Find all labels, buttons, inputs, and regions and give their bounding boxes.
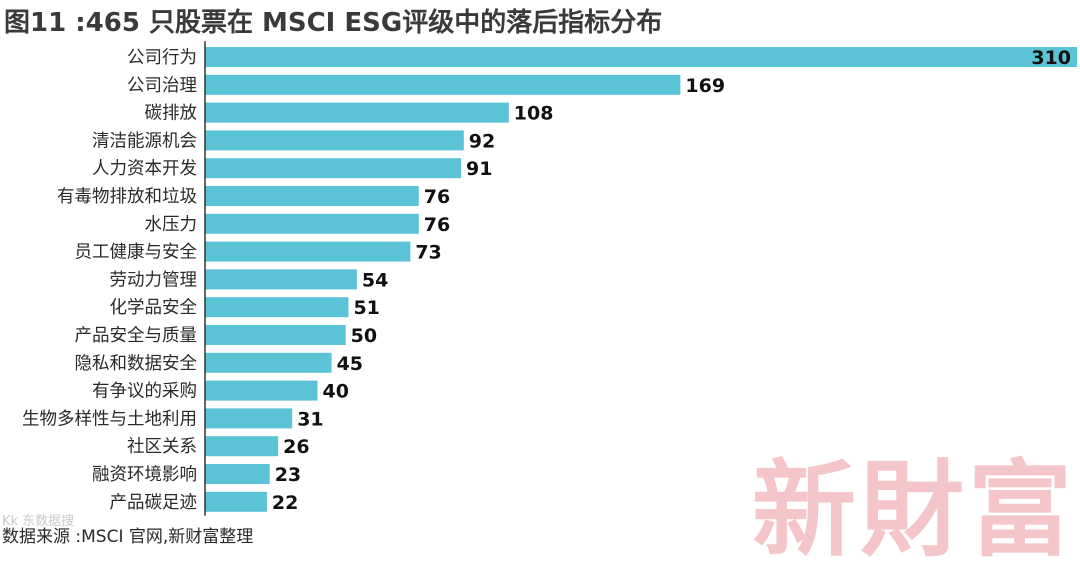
value-label: 92 — [469, 130, 495, 152]
bar — [205, 491, 267, 512]
value-label: 54 — [362, 269, 388, 291]
value-label: 23 — [275, 464, 301, 486]
category-label: 员工健康与安全 — [75, 243, 198, 263]
category-label: 清洁能源机会 — [92, 131, 197, 151]
bar — [205, 464, 270, 484]
bar — [205, 130, 464, 151]
category-label: 人力资本开发 — [92, 159, 197, 179]
bar — [205, 241, 411, 262]
corner-watermark: Kk 东数据搜 — [2, 514, 75, 529]
value-label: 40 — [323, 381, 349, 403]
value-label: 91 — [466, 158, 492, 180]
bar — [205, 380, 318, 401]
bar — [205, 325, 346, 345]
category-label: 水压力 — [145, 215, 198, 235]
category-label: 公司治理 — [127, 76, 197, 96]
value-label: 169 — [685, 75, 725, 97]
category-label: 有争议的采购 — [92, 382, 197, 402]
category-label: 产品碳足迹 — [110, 493, 198, 513]
value-label: 76 — [424, 186, 450, 208]
value-label: 26 — [283, 436, 309, 458]
category-label: 生物多样性与土地利用 — [22, 409, 197, 429]
bars-group: 公司行为 310 公司治理 169 碳排放 108 清洁能源机会 92 人力资本开发 91 有毒物排… — [22, 47, 1077, 514]
bar — [205, 186, 419, 206]
bar — [205, 352, 332, 373]
category-label: 社区关系 — [127, 437, 197, 457]
value-label: 76 — [424, 214, 450, 236]
bar — [205, 102, 509, 123]
category-label: 公司行为 — [127, 48, 197, 68]
value-label: 108 — [514, 103, 554, 125]
category-label: 有毒物排放和垃圾 — [57, 187, 197, 207]
category-label: 隐私和数据安全 — [75, 354, 198, 374]
value-label: 73 — [415, 242, 441, 264]
chart-title: 图11 :465 只股票在 MSCI ESG评级中的落后指标分布 — [4, 8, 663, 38]
bar — [205, 297, 349, 318]
bar — [205, 213, 419, 234]
bar — [205, 408, 293, 429]
value-label: 51 — [353, 297, 379, 319]
bar — [205, 74, 681, 95]
bar — [205, 158, 461, 179]
value-label: 310 — [1031, 47, 1071, 69]
category-label: 碳排放 — [145, 104, 198, 124]
bar-chart: 公司行为 310 公司治理 169 碳排放 108 清洁能源机会 92 人力资本开发 91 有毒物排… — [22, 41, 1077, 516]
value-label: 22 — [272, 492, 298, 514]
watermark-logo: 新財富 — [751, 448, 1076, 571]
value-label: 50 — [351, 325, 377, 347]
bar — [205, 47, 1077, 67]
category-label: 化学品安全 — [110, 298, 198, 318]
category-label: 产品安全与质量 — [75, 326, 198, 346]
bar — [205, 269, 357, 290]
category-label: 融资环境影响 — [92, 465, 197, 485]
value-label: 31 — [297, 408, 323, 430]
value-label: 45 — [337, 353, 363, 375]
source-note: 数据来源 :MSCI 官网,新财富整理 — [2, 527, 254, 547]
category-label: 劳动力管理 — [110, 270, 198, 290]
bar — [205, 436, 279, 457]
